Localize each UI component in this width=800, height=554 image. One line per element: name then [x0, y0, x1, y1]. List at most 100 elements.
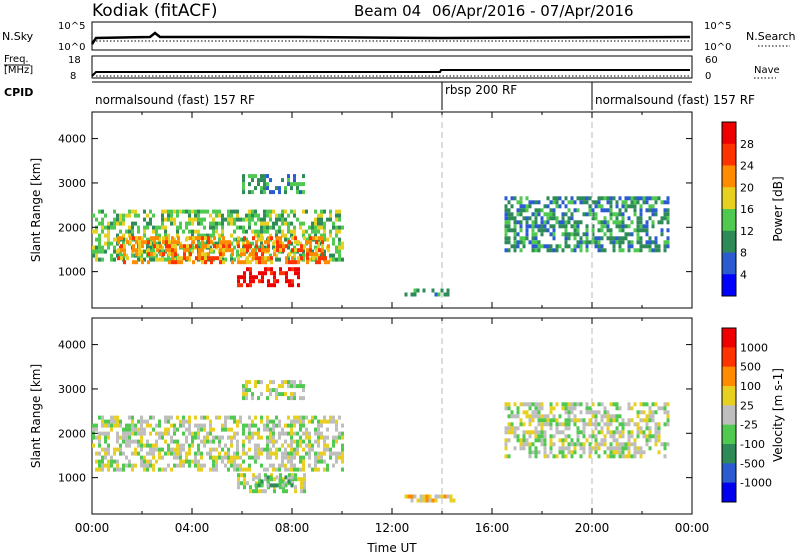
data-cell: [582, 232, 586, 237]
colorbar-label: Velocity [m s-1]: [771, 368, 785, 462]
data-cell: [597, 446, 601, 451]
data-cell: [621, 220, 625, 225]
data-cell: [504, 204, 508, 209]
data-cell: [663, 200, 667, 205]
data-cell: [291, 267, 294, 272]
data-cell: [260, 217, 263, 222]
data-cell: [153, 244, 156, 249]
data-cell: [128, 463, 131, 468]
data-cell: [243, 236, 246, 241]
data-cell: [236, 463, 239, 468]
data-cell: [591, 446, 595, 451]
data-cell: [275, 447, 278, 452]
data-cell: [140, 439, 143, 444]
data-cell: [311, 249, 314, 254]
data-cell: [513, 220, 517, 225]
data-cell: [242, 225, 245, 230]
data-cell: [618, 450, 622, 455]
data-cell: [288, 252, 291, 257]
data-cell: [615, 406, 619, 411]
data-cell: [627, 204, 631, 209]
data-cell: [317, 419, 320, 424]
data-cell: [293, 439, 296, 444]
data-cell: [299, 419, 302, 424]
data-cell: [143, 225, 146, 230]
data-cell: [600, 438, 604, 443]
data-cell: [245, 229, 248, 234]
data-cell: [264, 248, 267, 253]
data-cell: [288, 240, 291, 245]
data-cell: [177, 240, 180, 245]
data-cell: [519, 204, 523, 209]
data-cell: [179, 419, 182, 424]
data-cell: [242, 384, 245, 389]
data-cell: [260, 392, 263, 397]
data-cell: [326, 463, 329, 468]
scatter-region: [242, 380, 305, 401]
data-cell: [188, 229, 191, 234]
data-cell: [297, 275, 300, 280]
data-cell: [609, 200, 613, 205]
colorbar-swatch: [722, 187, 736, 210]
data-cell: [588, 240, 592, 245]
data-cell: [200, 427, 203, 432]
data-cell: [282, 248, 285, 253]
data-cell: [122, 463, 125, 468]
data-cell: [101, 419, 104, 424]
data-cell: [197, 431, 200, 436]
data-cell: [120, 256, 123, 261]
data-cell: [621, 240, 625, 245]
data-cell: [660, 406, 664, 411]
data-cell: [564, 244, 568, 249]
data-cell: [146, 225, 149, 230]
data-cell: [642, 450, 646, 455]
data-cell: [585, 244, 589, 249]
data-cell: [107, 225, 110, 230]
data-cell: [299, 380, 302, 385]
data-cell: [534, 454, 538, 459]
data-cell: [335, 229, 338, 234]
data-cell: [152, 451, 155, 456]
data-cell: [513, 196, 517, 201]
data-cell: [588, 406, 592, 411]
data-cell: [543, 228, 547, 233]
data-cell: [197, 217, 200, 222]
data-cell: [254, 249, 257, 254]
data-cell: [654, 212, 658, 217]
data-cell: [516, 434, 520, 439]
data-cell: [594, 244, 598, 249]
data-cell: [245, 467, 248, 472]
data-cell: [558, 414, 562, 419]
data-cell: [245, 392, 248, 397]
data-cell: [195, 244, 198, 249]
data-cell: [531, 224, 535, 229]
data-cell: [618, 446, 622, 451]
data-cell: [534, 438, 538, 443]
data-cell: [639, 450, 643, 455]
data-cell: [302, 396, 305, 401]
data-cell: [558, 224, 562, 229]
data-cell: [537, 406, 541, 411]
data-cell: [113, 459, 116, 464]
data-cell: [146, 221, 149, 226]
data-cell: [567, 450, 571, 455]
data-cell: [546, 228, 550, 233]
data-cell: [149, 431, 152, 436]
data-cell: [173, 455, 176, 460]
data-cell: [323, 249, 326, 254]
data-cell: [257, 237, 260, 242]
data-cell: [167, 233, 170, 238]
data-cell: [198, 252, 201, 257]
data-cell: [443, 494, 447, 499]
data-cell: [609, 240, 613, 245]
data-cell: [525, 228, 529, 233]
data-cell: [168, 252, 171, 257]
data-cell: [327, 244, 330, 249]
data-cell: [540, 228, 544, 233]
data-cell: [287, 455, 290, 460]
data-cell: [314, 459, 317, 464]
data-cell: [278, 419, 281, 424]
data-cell: [180, 260, 183, 265]
data-cell: [263, 213, 266, 218]
